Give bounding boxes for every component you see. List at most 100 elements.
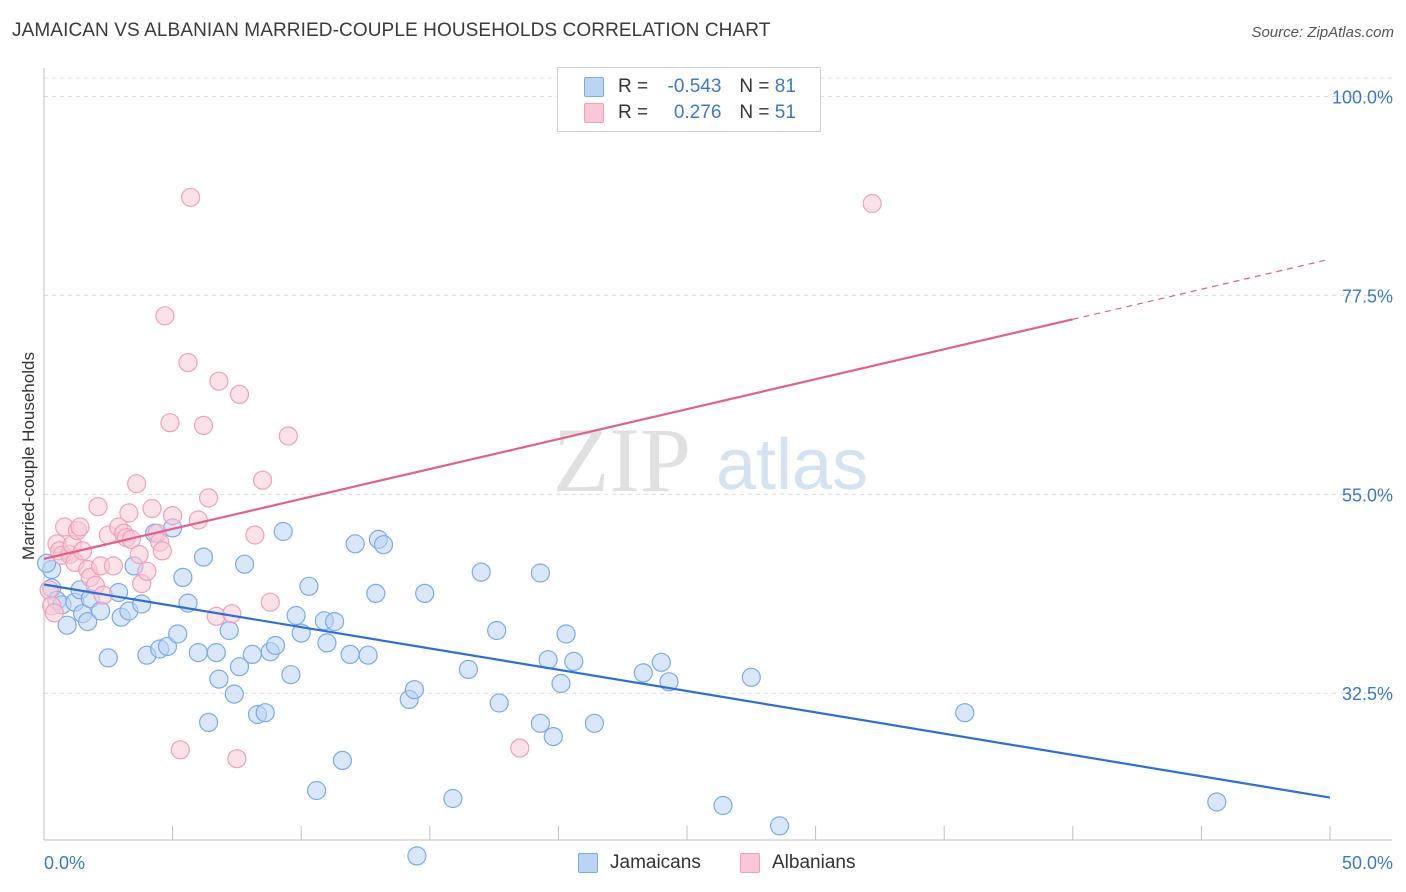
- grid-lines: [44, 77, 1392, 694]
- x-tick-label: 50.0%: [1342, 853, 1393, 873]
- jamaican-point: [273, 521, 293, 542]
- legend-swatch-albanians: [584, 103, 604, 123]
- legend-row-albanians: R = 0.276 N = 51: [584, 100, 796, 126]
- albanian-point: [260, 592, 280, 612]
- albanian-point: [193, 415, 214, 435]
- albanian-point: [181, 187, 201, 207]
- albanian-point: [510, 738, 530, 758]
- jamaican-trend-line: [43, 583, 1331, 799]
- x-tick-label: 0.0%: [44, 853, 85, 873]
- jamaican-point: [358, 645, 378, 665]
- jamaican-point: [193, 547, 214, 567]
- legend-row-jamaicans: R = -0.543 N = 81: [584, 74, 796, 100]
- jamaican-point: [404, 680, 424, 700]
- jamaican-point: [373, 535, 394, 555]
- jamaican-point: [188, 642, 208, 663]
- jamaican-point: [299, 576, 319, 596]
- jamaican-point: [219, 620, 239, 641]
- jamaican-point: [407, 846, 427, 866]
- albanian-point: [229, 384, 250, 404]
- albanian-point: [245, 525, 265, 545]
- albanian-point: [188, 510, 208, 530]
- chart-title: JAMAICAN VS ALBANIAN MARRIED-COUPLE HOUS…: [12, 20, 771, 41]
- jamaican-point: [242, 644, 262, 665]
- legend-n-label: N =: [739, 76, 770, 97]
- y-tick-label: 55.0%: [1342, 485, 1393, 505]
- jamaican-point: [366, 583, 386, 604]
- jamaican-point: [332, 750, 352, 771]
- albanian-point: [209, 371, 229, 391]
- albanian-point: [119, 503, 139, 523]
- albanian-point: [44, 603, 64, 623]
- albanian-point: [142, 498, 162, 519]
- albanian-point: [163, 505, 183, 526]
- jamaican-point: [345, 534, 365, 554]
- albanian-point: [862, 193, 882, 214]
- jamaican-point: [229, 657, 250, 677]
- y-axis-label: Married-couple Households: [19, 352, 38, 560]
- albanian-point: [160, 413, 180, 433]
- axes: [43, 68, 1392, 841]
- jamaican-point: [307, 780, 327, 801]
- jamaican-point: [564, 651, 584, 672]
- watermark-zip: ZIP: [553, 409, 691, 511]
- jamaican-point: [651, 652, 671, 672]
- jamaican-point: [90, 601, 111, 621]
- legend-r-value: -0.543: [667, 76, 722, 97]
- albanian-point: [152, 541, 172, 561]
- jamaican-point: [530, 563, 551, 583]
- albanian-point: [227, 749, 247, 769]
- legend-item-jamaicans: Jamaicans: [578, 852, 701, 874]
- jamaican-point: [168, 624, 188, 644]
- jamaican-point: [281, 665, 301, 685]
- jamaican-point: [489, 693, 509, 713]
- jamaican-point: [78, 611, 98, 632]
- albanian-point: [39, 580, 59, 600]
- jamaican-point: [543, 726, 563, 747]
- source-note: Source: ZipAtlas.com: [1251, 24, 1394, 41]
- jamaican-point: [633, 663, 653, 683]
- y-tick-label: 77.5%: [1342, 286, 1393, 306]
- albanian-point: [155, 306, 175, 326]
- trend-lines: [43, 258, 1331, 799]
- jamaican-point: [255, 703, 275, 723]
- albanian-point: [88, 497, 108, 517]
- jamaican-point: [530, 713, 551, 733]
- legend-n-label: N =: [739, 102, 770, 123]
- jamaican-point: [286, 605, 306, 626]
- legend-swatch-jamaicans: [578, 853, 598, 873]
- jamaican-point: [265, 635, 286, 656]
- jamaican-point: [556, 624, 576, 644]
- jamaican-point: [1207, 792, 1227, 812]
- legend-label-jamaicans: Jamaicans: [610, 852, 701, 873]
- legend-swatch-albanians: [740, 853, 760, 873]
- jamaican-point: [209, 669, 229, 689]
- albanian-point: [278, 426, 298, 446]
- jamaican-point: [458, 659, 478, 680]
- jamaican-point: [132, 594, 152, 614]
- tick-labels: 100.0% 77.5% 55.0% 32.5% 0.0% 50.0%: [44, 88, 1393, 873]
- jamaican-point: [443, 788, 463, 809]
- jamaican-point: [713, 795, 733, 816]
- legend-r-label: R =: [618, 76, 649, 97]
- jamaican-point: [415, 583, 435, 604]
- albanian-point: [103, 556, 124, 576]
- data-points: [36, 187, 1227, 866]
- jamaican-point: [173, 567, 193, 588]
- albanian-point: [253, 470, 273, 490]
- albanian-point: [137, 561, 157, 581]
- jamaican-point: [325, 611, 345, 632]
- albanian-point: [129, 544, 149, 565]
- legend-r-label: R =: [618, 102, 649, 123]
- jamaican-point: [340, 644, 360, 665]
- albanian-point: [70, 517, 90, 537]
- jamaican-point: [584, 713, 605, 733]
- albanian-point: [199, 488, 219, 508]
- legend-swatch-jamaicans: [584, 77, 604, 97]
- albanian-trend-line: [43, 318, 1074, 560]
- legend-n-value: 81: [774, 76, 796, 97]
- jamaican-point: [224, 684, 244, 704]
- jamaican-point: [199, 712, 219, 733]
- watermark-atlas: atlas: [716, 425, 868, 505]
